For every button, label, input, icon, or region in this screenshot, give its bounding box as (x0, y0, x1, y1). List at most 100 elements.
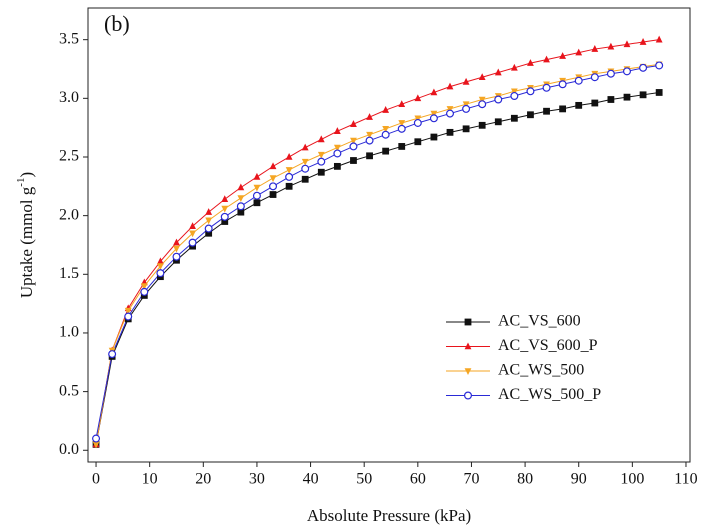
marker (478, 100, 487, 109)
marker (366, 113, 373, 120)
marker (221, 195, 229, 203)
marker (301, 143, 309, 151)
marker (285, 182, 293, 190)
marker (574, 76, 583, 85)
marker (157, 263, 164, 271)
marker (430, 110, 438, 118)
x-tick-label: 0 (92, 471, 100, 488)
marker (285, 152, 293, 160)
x-tick-label: 90 (571, 471, 587, 488)
marker (462, 77, 470, 85)
marker (317, 151, 325, 159)
marker (317, 168, 325, 176)
marker (414, 138, 422, 146)
marker (253, 172, 261, 180)
marker (655, 89, 663, 96)
legend-label: AC_WS_500 (498, 362, 584, 379)
marker (124, 307, 132, 315)
marker (317, 135, 325, 143)
marker (446, 128, 454, 136)
legend-marker (464, 342, 472, 350)
legend-marker (464, 368, 472, 375)
marker (558, 80, 567, 89)
marker (639, 38, 647, 45)
y-label-sup: -1 (15, 178, 27, 187)
marker (92, 434, 101, 443)
marker (301, 158, 309, 166)
marker (655, 35, 663, 43)
y-tick-label: 2.0 (59, 206, 79, 223)
marker (575, 48, 583, 56)
marker (253, 199, 261, 207)
x-tick-label: 70 (463, 471, 479, 488)
marker (543, 107, 550, 115)
marker (220, 212, 229, 221)
marker (478, 96, 486, 104)
marker (350, 157, 357, 164)
marker (398, 120, 406, 127)
plot-frame (87, 7, 691, 463)
marker (510, 88, 518, 96)
marker (333, 144, 341, 152)
marker (269, 182, 278, 191)
marker (590, 73, 599, 82)
marker (205, 208, 213, 215)
marker (237, 183, 245, 191)
x-tick-label: 110 (674, 471, 697, 488)
marker (398, 100, 406, 107)
marker (269, 175, 277, 183)
marker (575, 101, 583, 109)
marker (430, 88, 438, 96)
marker (462, 104, 471, 113)
marker (623, 93, 631, 101)
marker (494, 95, 503, 104)
marker (446, 106, 454, 113)
marker (285, 172, 294, 181)
marker (478, 73, 486, 81)
marker (140, 283, 148, 291)
marker (607, 42, 615, 50)
y-tick-label: 3.5 (59, 30, 79, 47)
legend-label: AC_VS_600_P (498, 337, 598, 354)
legend-label: AC_VS_600 (498, 313, 581, 330)
marker (140, 287, 149, 296)
marker (365, 136, 374, 145)
marker (188, 238, 197, 247)
marker (462, 125, 470, 133)
marker (639, 91, 647, 99)
marker (252, 191, 261, 200)
legend-marker (464, 391, 473, 400)
y-tick-label: 1.5 (59, 265, 79, 282)
marker (349, 142, 358, 151)
marker (559, 105, 567, 113)
marker (157, 257, 164, 265)
marker (462, 101, 470, 109)
x-tick-label: 80 (517, 471, 533, 488)
marker (237, 208, 245, 216)
marker (623, 40, 631, 48)
y-label-main: Uptake (mmol g (17, 186, 36, 298)
marker (622, 67, 631, 76)
marker (397, 124, 406, 133)
marker (236, 202, 245, 211)
marker (607, 96, 615, 103)
marker (446, 82, 454, 90)
marker (413, 118, 422, 127)
marker (366, 131, 373, 139)
marker (350, 120, 357, 127)
x-tick-label: 50 (356, 471, 372, 488)
marker (172, 252, 181, 261)
panel-label: (b) (104, 11, 130, 36)
marker (606, 69, 615, 78)
legend-marker (464, 318, 472, 326)
marker (494, 118, 502, 126)
marker (301, 164, 310, 173)
marker (478, 121, 486, 129)
marker (591, 45, 599, 52)
legend-label: AC_WS_500_P (498, 386, 601, 403)
marker (543, 55, 550, 63)
marker (526, 87, 535, 96)
y-tick-label: 1.0 (59, 324, 79, 341)
marker (173, 245, 180, 253)
